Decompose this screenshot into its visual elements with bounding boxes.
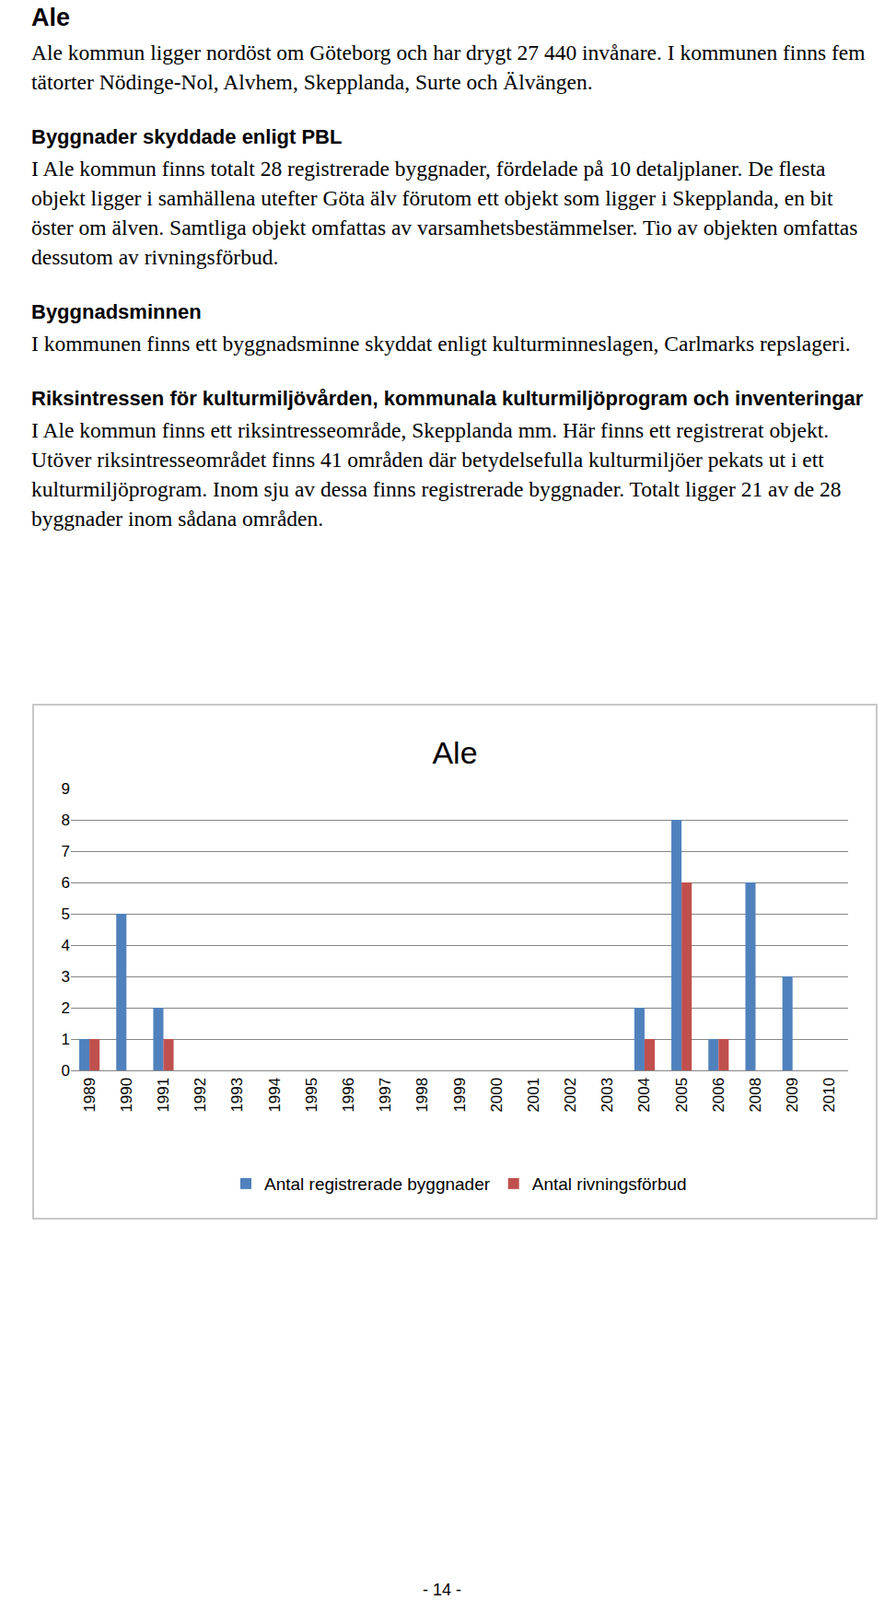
svg-text:1994: 1994 <box>266 1077 284 1113</box>
svg-text:1998: 1998 <box>413 1077 431 1113</box>
html-text:Byggnader skyddade enligt PBL: Byggnader skyddade enligt PBL <box>31 125 342 149</box>
svg-text:1999: 1999 <box>451 1077 469 1113</box>
svg-text:2001: 2001 <box>524 1077 543 1113</box>
svg-text:1996: 1996 <box>339 1077 358 1113</box>
svg-text:8: 8 <box>61 811 70 829</box>
svg-text:1997: 1997 <box>376 1077 395 1113</box>
html-text:- 14 -: - 14 - <box>422 1580 462 1599</box>
svg-text:7: 7 <box>61 842 70 861</box>
svg-text:1990: 1990 <box>117 1077 136 1113</box>
svg-text:Ale: Ale <box>431 734 477 770</box>
svg-text:2000: 2000 <box>488 1077 506 1113</box>
html-text:I Ale kommun finns ett riksint: I Ale kommun finns ett riksintresseområd… <box>31 418 842 531</box>
svg-text:1989: 1989 <box>81 1077 99 1113</box>
html-text:I kommunen finns ett byggnadsm: I kommunen finns ett byggnadsminne skydd… <box>31 331 851 356</box>
svg-text:2: 2 <box>61 999 70 1017</box>
html-text:I Ale kommun finns totalt 28 r: I Ale kommun finns totalt 28 registrerad… <box>31 156 858 269</box>
svg-text:2003: 2003 <box>598 1077 617 1113</box>
svg-text:1991: 1991 <box>154 1077 173 1113</box>
html-text:Ale: Ale <box>31 3 70 32</box>
html-text:Byggnadsminnen: Byggnadsminnen <box>31 300 202 324</box>
svg-text:2010: 2010 <box>820 1077 838 1113</box>
svg-text:4: 4 <box>61 936 70 954</box>
svg-text:2006: 2006 <box>709 1077 728 1113</box>
svg-text:Antal rivningsförbud: Antal rivningsförbud <box>532 1174 687 1194</box>
svg-text:Antal registrerade byggnader: Antal registrerade byggnader <box>264 1174 491 1194</box>
svg-text:5: 5 <box>61 905 70 923</box>
svg-text:1993: 1993 <box>228 1077 246 1113</box>
svg-text:1: 1 <box>61 1030 70 1048</box>
svg-text:3: 3 <box>61 967 70 986</box>
html-text:Ale kommun ligger nordöst om G: Ale kommun ligger nordöst om Göteborg oc… <box>31 40 866 94</box>
svg-text:2005: 2005 <box>673 1077 691 1113</box>
svg-text:2008: 2008 <box>746 1077 765 1113</box>
svg-text:6: 6 <box>61 873 70 892</box>
svg-text:9: 9 <box>61 779 70 798</box>
svg-text:1992: 1992 <box>191 1077 210 1113</box>
svg-text:0: 0 <box>61 1061 70 1080</box>
html-text:Riksintressen för kulturmiljöv: Riksintressen för kulturmiljövården, kom… <box>31 386 864 410</box>
svg-text:2002: 2002 <box>561 1077 580 1113</box>
svg-text:2004: 2004 <box>635 1077 653 1113</box>
svg-text:2009: 2009 <box>783 1077 802 1113</box>
svg-text:1995: 1995 <box>302 1077 321 1113</box>
